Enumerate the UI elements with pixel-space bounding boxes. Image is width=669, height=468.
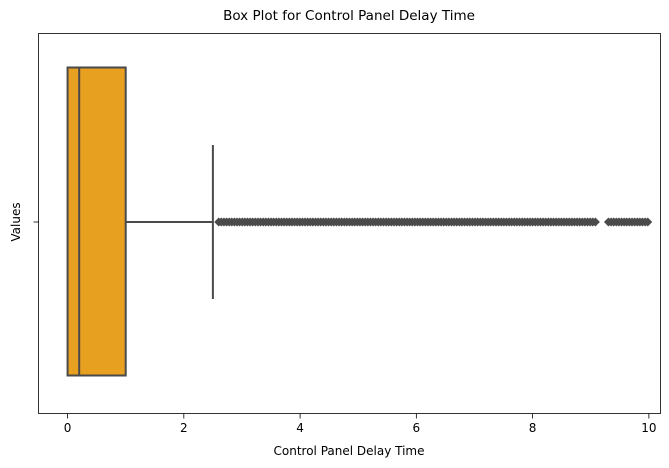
x-tick-label: 6: [413, 421, 421, 435]
x-tick-label: 4: [296, 421, 304, 435]
x-tick-label: 0: [64, 421, 72, 435]
x-axis: 0 2 4 6 8 10: [64, 413, 657, 435]
plot-area: [66, 66, 653, 377]
x-tick-label: 8: [529, 421, 537, 435]
y-axis-title: Values: [9, 202, 23, 241]
axes-frame: [38, 33, 661, 414]
x-axis-title: Control Panel Delay Time: [274, 444, 425, 458]
x-tick-label: 10: [641, 421, 656, 435]
outlier-point: [643, 217, 653, 227]
outlier-group: [214, 217, 653, 227]
x-tick-label: 2: [180, 421, 188, 435]
chart-title: Box Plot for Control Panel Delay Time: [223, 8, 475, 24]
box-iqr: [66, 66, 127, 377]
outlier-point: [590, 217, 600, 227]
